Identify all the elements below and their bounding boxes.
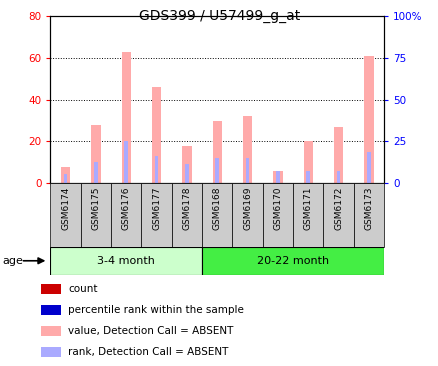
Bar: [61, 167, 70, 183]
Text: percentile rank within the sample: percentile rank within the sample: [68, 305, 243, 315]
Bar: [41, 284, 60, 294]
Bar: [152, 87, 161, 183]
Bar: [64, 173, 67, 183]
Bar: [94, 162, 98, 183]
Bar: [91, 125, 100, 183]
Bar: [50, 247, 201, 274]
Text: 20-22 month: 20-22 month: [257, 256, 328, 266]
Bar: [276, 171, 279, 183]
Bar: [50, 183, 81, 247]
Text: 3-4 month: 3-4 month: [97, 256, 155, 266]
Text: rank, Detection Call = ABSENT: rank, Detection Call = ABSENT: [68, 347, 228, 357]
Bar: [185, 164, 188, 183]
Bar: [215, 158, 219, 183]
Bar: [201, 183, 232, 247]
Bar: [273, 171, 282, 183]
Text: GSM6170: GSM6170: [273, 186, 282, 230]
Bar: [306, 171, 309, 183]
Text: GSM6177: GSM6177: [152, 186, 161, 230]
Bar: [201, 247, 383, 274]
Text: GSM6173: GSM6173: [364, 186, 373, 230]
Bar: [262, 183, 293, 247]
Text: GSM6174: GSM6174: [61, 186, 70, 229]
Bar: [353, 183, 383, 247]
Bar: [243, 116, 251, 183]
Bar: [303, 141, 312, 183]
Bar: [182, 146, 191, 183]
Bar: [323, 183, 353, 247]
Text: GSM6171: GSM6171: [303, 186, 312, 230]
Bar: [232, 183, 262, 247]
Bar: [41, 347, 60, 357]
Text: GSM6178: GSM6178: [182, 186, 191, 230]
Bar: [121, 52, 131, 183]
Text: value, Detection Call = ABSENT: value, Detection Call = ABSENT: [68, 326, 233, 336]
Bar: [245, 158, 249, 183]
Bar: [366, 152, 370, 183]
Text: GSM6172: GSM6172: [333, 186, 343, 229]
Bar: [155, 156, 158, 183]
Text: GSM6175: GSM6175: [91, 186, 100, 230]
Bar: [141, 183, 171, 247]
Bar: [293, 183, 323, 247]
Bar: [124, 141, 128, 183]
Text: GSM6176: GSM6176: [121, 186, 131, 230]
Text: GDS399 / U57499_g_at: GDS399 / U57499_g_at: [138, 9, 300, 23]
Bar: [333, 127, 343, 183]
Text: age: age: [2, 256, 23, 266]
Bar: [364, 56, 373, 183]
Bar: [171, 183, 201, 247]
Bar: [111, 183, 141, 247]
Bar: [336, 171, 340, 183]
Bar: [212, 120, 221, 183]
Text: count: count: [68, 284, 97, 294]
Bar: [81, 183, 111, 247]
Text: GSM6169: GSM6169: [243, 186, 251, 230]
Text: GSM6168: GSM6168: [212, 186, 221, 230]
Bar: [41, 305, 60, 315]
Bar: [41, 326, 60, 336]
